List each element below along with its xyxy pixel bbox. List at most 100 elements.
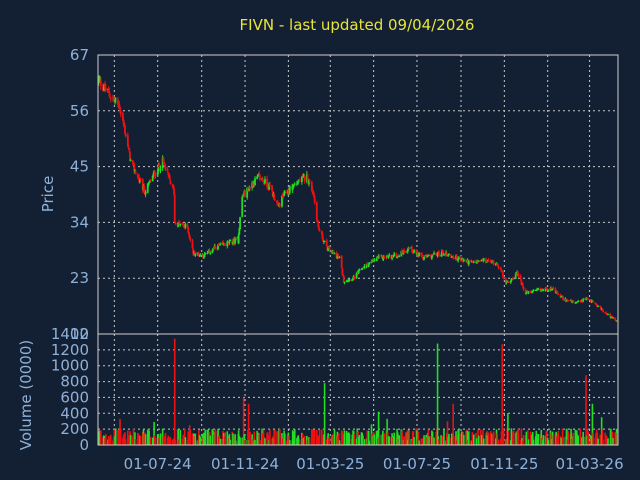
volume-bar (406, 431, 408, 445)
candle-body (522, 287, 525, 290)
candle-body (114, 99, 116, 102)
candle-body (609, 313, 612, 318)
price-tick-label: 12 (70, 325, 89, 343)
volume-bar (127, 430, 129, 445)
candle-body (400, 251, 403, 257)
candle-body (173, 194, 176, 223)
candle-body (217, 244, 219, 250)
candle-body (162, 157, 165, 163)
volume-bar (258, 433, 261, 445)
volume-bar (243, 434, 246, 445)
candle-body (273, 199, 276, 201)
x-tick-label: 01-11-24 (211, 455, 279, 473)
candle-body (590, 299, 592, 303)
candle-body (485, 261, 488, 263)
volume-bar (561, 428, 564, 445)
candle-body (136, 174, 139, 178)
volume-bar (487, 432, 490, 445)
candle-body (99, 79, 102, 81)
candle-body (258, 173, 261, 175)
volume-bar (433, 437, 435, 445)
volume-bar (601, 429, 604, 445)
candle-body (514, 273, 517, 279)
volume-bar (199, 436, 202, 445)
candle-body (337, 255, 340, 258)
volume-bar (159, 433, 162, 445)
candle-body (320, 231, 323, 234)
candle-body (256, 174, 259, 178)
candle-body (396, 257, 398, 259)
candle-body (308, 180, 311, 182)
candle-body (192, 248, 195, 255)
volume-axis-label: Volume (0000) (17, 340, 35, 450)
candle-body (475, 260, 477, 263)
candle-body (486, 261, 489, 263)
candle-body (600, 306, 602, 310)
volume-bar (466, 430, 469, 445)
candle-body (288, 186, 291, 193)
volume-bar (532, 439, 535, 445)
price-tick-label: 34 (70, 213, 89, 231)
x-tick-label: 01-07-25 (383, 455, 451, 473)
volume-bar (228, 434, 231, 445)
candle-body (512, 278, 515, 280)
candle-body (401, 250, 403, 254)
price-axis-label: Price (39, 176, 57, 213)
volume-bar (572, 432, 575, 445)
candle-body (388, 254, 391, 256)
volume-bar (376, 430, 378, 445)
candle-body (594, 302, 597, 304)
volume-bar (259, 440, 261, 445)
candle-body (532, 289, 535, 291)
candle-body (489, 260, 492, 263)
candle-body (353, 276, 356, 279)
candle-body (296, 182, 299, 184)
volume-bar (557, 430, 560, 445)
candle-body (601, 308, 604, 310)
candle-body (317, 221, 320, 227)
candle-body (113, 97, 116, 101)
volume-bar (249, 431, 251, 445)
volume-bar (552, 435, 555, 445)
candle-body (172, 185, 175, 189)
candle-body (505, 281, 508, 284)
candle-body (366, 263, 369, 266)
candle-body (292, 185, 295, 187)
candle-body (262, 181, 265, 183)
candle-body (224, 244, 227, 246)
candle-body (551, 289, 553, 291)
candle-body (241, 197, 244, 217)
candle-body (531, 292, 533, 294)
candle-body (226, 241, 229, 247)
volume-bar (242, 397, 245, 445)
candle-body (321, 232, 324, 239)
candle-body (502, 276, 505, 279)
candle-body (211, 250, 214, 253)
candle-body (504, 278, 507, 284)
candle-body (383, 256, 386, 258)
candle-body (378, 255, 381, 257)
volume-bar (436, 343, 439, 445)
candle-body (413, 250, 416, 253)
candle-body (186, 224, 189, 228)
candle-body (119, 110, 122, 114)
candle-body (500, 269, 503, 272)
candle-body (470, 260, 472, 262)
candle-body (323, 240, 326, 242)
volume-bar (183, 428, 186, 445)
x-tick-label: 01-07-24 (124, 455, 192, 473)
volume-bar (482, 438, 485, 445)
volume-bar (482, 430, 484, 445)
candle-body (465, 260, 467, 262)
candle-body (348, 279, 351, 281)
candle-body (311, 189, 314, 192)
candle-body (431, 254, 434, 256)
candle-body (335, 253, 338, 259)
volume-bar (318, 430, 321, 445)
candle-body (407, 247, 410, 250)
candle-body (567, 300, 570, 302)
volume-bar (517, 428, 520, 445)
candle-body (328, 246, 331, 251)
candle-body (177, 221, 180, 227)
volume-bar (177, 429, 180, 445)
